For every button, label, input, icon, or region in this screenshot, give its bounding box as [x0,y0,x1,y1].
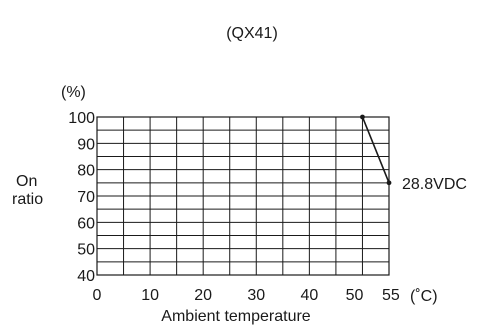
grid [97,117,389,275]
y-tick-label: 100 [68,110,95,127]
x-tick-label: 40 [300,287,318,304]
plot-frame [96,116,390,276]
y-tick-label: 60 [77,215,95,232]
y-tick-label: 90 [77,136,95,153]
y-tick-label: 80 [77,163,95,180]
x-tick-label: 10 [141,287,159,304]
series-layer: 28.8VDC [360,114,467,193]
y-axis-label-line-1: On [16,173,37,190]
series-line [361,116,390,184]
x-tick-label: 55 [382,287,400,304]
chart-title: (QX41) [226,25,278,42]
x-tick-label: 20 [194,287,212,304]
y-tick-label: 40 [77,268,95,285]
data-point [360,114,365,120]
y-tick-label: 50 [77,242,95,259]
data-point [386,180,392,186]
y-axis-tick-labels: 40 50 60 70 80 90 100 [68,110,95,285]
series-label: 28.8VDC [402,176,467,193]
x-tick-label: 30 [247,287,265,304]
x-axis-unit: (˚C) [410,288,438,305]
x-tick-label: 0 [93,287,102,304]
y-tick-label: 70 [77,189,95,206]
x-tick-label: 50 [346,287,364,304]
x-axis-tick-labels: 0 10 20 30 40 50 55 [93,287,400,304]
y-axis-label-line-2: ratio [12,191,43,208]
x-axis-label: Ambient temperature [161,308,311,325]
y-axis-unit: (%) [61,84,86,101]
